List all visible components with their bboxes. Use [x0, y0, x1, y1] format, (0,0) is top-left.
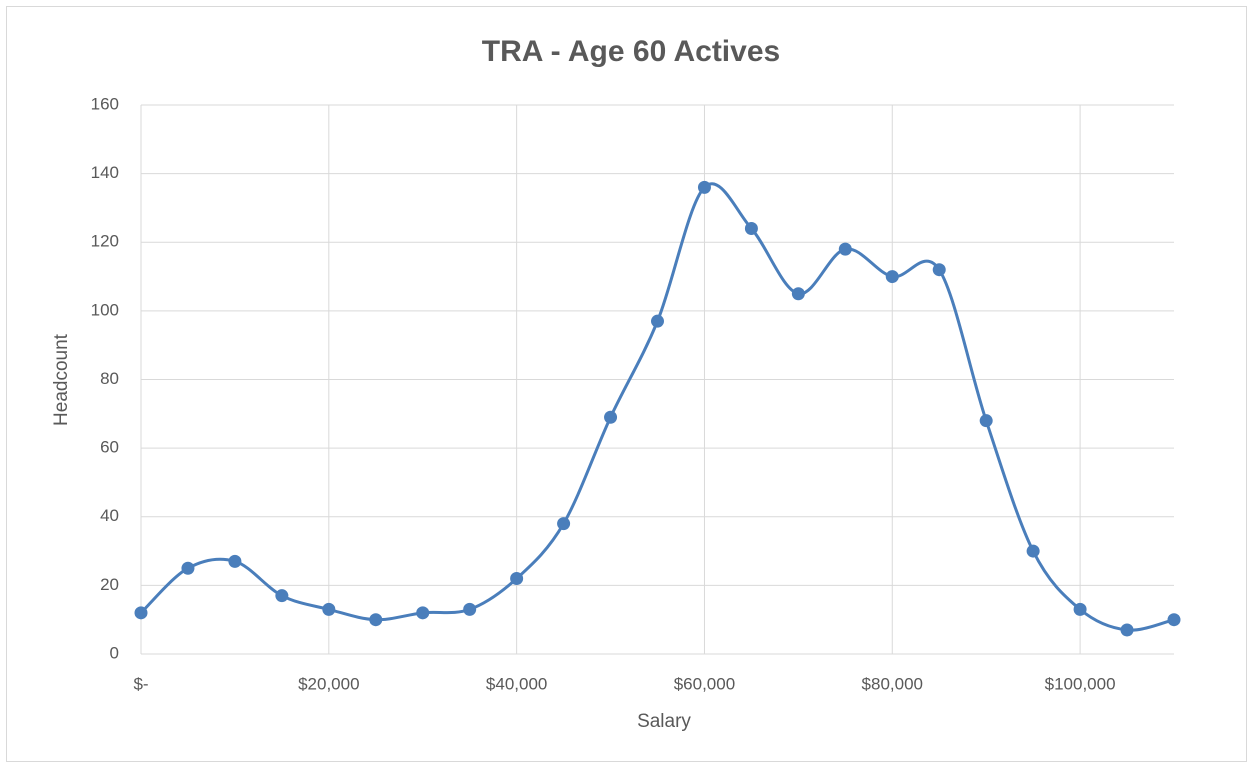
data-point [838, 242, 852, 256]
x-axis-label: Salary [637, 711, 691, 732]
data-point [463, 602, 477, 616]
y-tick-label: 60 [100, 438, 119, 457]
data-point [744, 222, 758, 236]
data-point [275, 589, 289, 603]
y-tick-label: 120 [91, 232, 119, 251]
data-point [510, 572, 524, 586]
data-point [181, 561, 195, 575]
y-tick-label: 40 [100, 506, 119, 525]
data-point [979, 414, 993, 428]
x-tick-label: $40,000 [486, 674, 547, 693]
data-point [134, 606, 148, 620]
y-tick-label: 140 [91, 163, 119, 182]
y-tick-label: 0 [110, 643, 119, 662]
data-point [1073, 602, 1087, 616]
x-tick-label: $- [133, 674, 148, 693]
y-axis-label: Headcount [51, 333, 72, 426]
data-point [1120, 623, 1134, 637]
x-tick-label: $20,000 [298, 674, 359, 693]
data-point [228, 554, 242, 568]
y-tick-label: 160 [91, 94, 119, 113]
chart-title: TRA - Age 60 Actives [482, 35, 780, 68]
data-point [322, 602, 336, 616]
data-point [604, 410, 618, 424]
y-tick-label: 80 [100, 369, 119, 388]
data-point [1167, 613, 1181, 627]
data-point [791, 287, 805, 301]
x-tick-label: $100,000 [1045, 674, 1116, 693]
data-point [885, 270, 899, 284]
y-tick-label: 20 [100, 575, 119, 594]
data-point [932, 263, 946, 277]
x-tick-label: $80,000 [862, 674, 923, 693]
data-point [697, 180, 711, 194]
data-point [416, 606, 430, 620]
data-point [369, 613, 383, 627]
x-tick-label: $60,000 [674, 674, 735, 693]
y-tick-label: 100 [91, 300, 119, 319]
data-point [1026, 544, 1040, 558]
data-point [651, 314, 664, 328]
data-point [557, 517, 571, 531]
